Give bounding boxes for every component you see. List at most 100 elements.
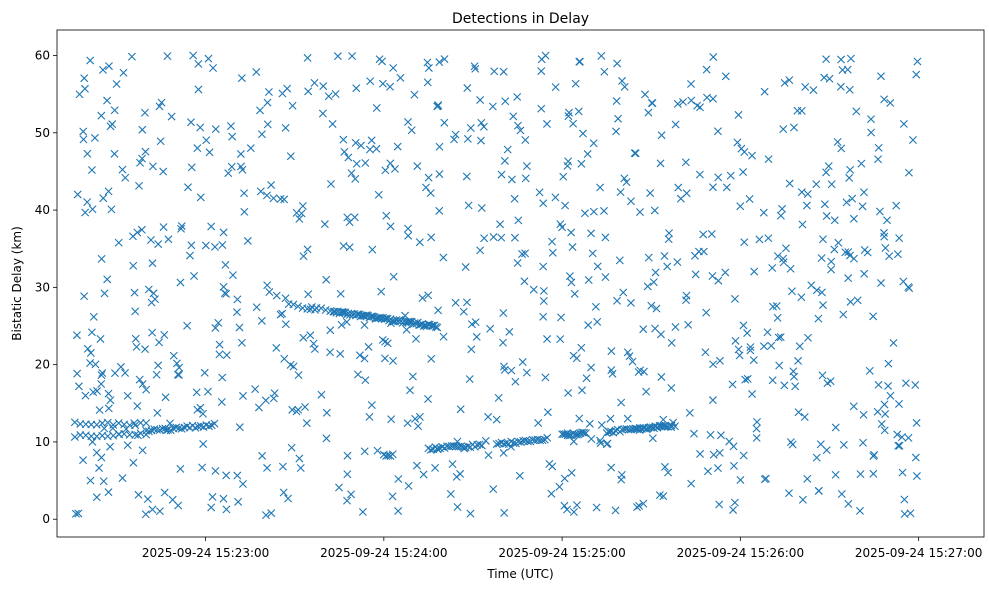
detection-point: [706, 430, 715, 439]
detection-point: [415, 412, 424, 421]
detection-point: [521, 249, 530, 258]
detection-point: [772, 302, 781, 311]
detection-point: [205, 422, 213, 431]
detection-point: [729, 442, 738, 451]
detection-point: [904, 433, 913, 442]
detection-point: [132, 342, 141, 351]
detection-point: [331, 90, 340, 98]
detection-point: [793, 106, 802, 115]
detection-point: [537, 67, 546, 76]
detection-point: [839, 310, 848, 319]
detection-point: [635, 208, 644, 217]
detection-point: [548, 237, 557, 246]
detection-point: [424, 395, 433, 403]
detection-point: [357, 141, 366, 150]
detection-point: [243, 236, 252, 245]
detection-point: [539, 199, 548, 208]
y-tick-label: 50: [35, 126, 50, 140]
detection-point: [183, 183, 192, 192]
detection-point: [570, 289, 579, 298]
detection-point: [131, 307, 140, 316]
detection-point: [451, 130, 460, 139]
detection-point: [361, 376, 370, 385]
detection-point: [187, 241, 196, 250]
detection-point: [471, 318, 480, 327]
detection-point: [104, 404, 113, 413]
detection-point: [901, 379, 910, 388]
detection-point: [730, 294, 739, 303]
detection-point: [427, 233, 436, 242]
detection-point: [818, 301, 827, 310]
detection-point: [702, 65, 711, 74]
detection-point: [596, 436, 605, 445]
detection-point: [71, 509, 80, 518]
detection-point: [296, 463, 305, 472]
detection-point: [509, 112, 518, 121]
detection-point: [306, 331, 315, 340]
detection-point: [278, 462, 287, 471]
detection-point: [219, 494, 228, 503]
detection-point: [111, 369, 119, 378]
detection-point: [236, 162, 245, 171]
detection-point: [827, 257, 836, 266]
detection-point: [467, 345, 476, 354]
detection-point: [149, 289, 158, 298]
detection-point: [83, 149, 92, 158]
detection-point: [177, 224, 186, 233]
detection-point: [423, 78, 432, 87]
detection-point: [377, 287, 386, 296]
detection-point: [257, 130, 266, 139]
detection-point: [192, 388, 201, 397]
detection-point: [412, 461, 421, 470]
detection-point: [387, 415, 396, 424]
detection-point: [463, 442, 472, 451]
detection-point: [855, 506, 864, 515]
detection-point: [284, 494, 293, 503]
detection-point: [79, 135, 88, 144]
detection-point: [817, 254, 826, 263]
detection-point: [577, 343, 586, 352]
detection-point: [664, 235, 673, 244]
detection-point: [238, 479, 247, 488]
detection-point: [702, 308, 711, 317]
detection-point: [803, 474, 812, 483]
detection-point: [345, 218, 354, 227]
detection-point: [133, 402, 142, 410]
detection-point: [193, 144, 202, 153]
detection-point: [743, 374, 752, 383]
x-tick-label: 2025-09-24 15:23:00: [142, 546, 269, 560]
detection-point: [535, 188, 544, 197]
detection-point: [257, 316, 266, 325]
detection-point: [302, 419, 311, 428]
detection-point: [492, 440, 501, 449]
detection-point: [367, 312, 375, 321]
detection-point: [368, 245, 377, 254]
detection-point: [592, 503, 601, 512]
detection-point: [304, 87, 313, 96]
detection-point: [714, 276, 723, 285]
detection-point: [252, 68, 261, 77]
detection-point: [81, 391, 90, 400]
detection-point: [863, 248, 872, 257]
detection-point: [239, 391, 247, 400]
detection-point: [173, 370, 182, 379]
detection-point: [270, 389, 279, 398]
detection-point: [435, 170, 444, 179]
x-tick-label: 2025-09-24 15:25:00: [498, 546, 625, 560]
detection-point: [159, 167, 168, 176]
detection-point: [874, 155, 883, 164]
detection-point: [822, 55, 831, 64]
detection-point: [759, 342, 768, 351]
detection-point: [857, 159, 866, 168]
detection-point: [218, 241, 227, 249]
detection-point: [130, 288, 139, 297]
detection-point: [217, 398, 226, 406]
detection-point: [893, 430, 902, 439]
detection-point: [226, 122, 235, 131]
detection-point: [786, 438, 795, 447]
detection-point: [435, 142, 444, 151]
detection-point: [510, 194, 519, 203]
detection-point: [121, 173, 130, 182]
detection-point: [895, 234, 904, 243]
detection-point: [622, 178, 631, 187]
